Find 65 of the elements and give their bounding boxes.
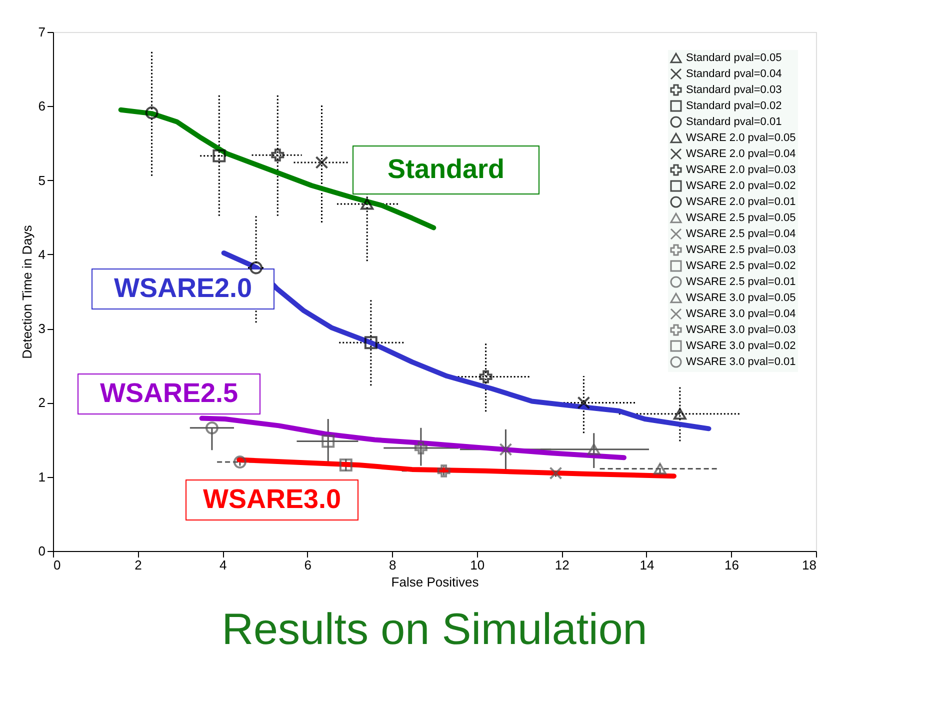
- y-tick-label: 7: [38, 24, 46, 40]
- point: [479, 370, 492, 384]
- legend-label: WSARE 2.0 pval=0.02: [686, 180, 796, 192]
- point: [233, 456, 246, 468]
- y-tick-label: 2: [38, 395, 46, 410]
- point: [271, 148, 284, 162]
- x-tick-label: 14: [640, 558, 654, 572]
- point: [250, 261, 263, 274]
- point: [145, 106, 158, 120]
- y-tick-label: 5: [38, 172, 46, 188]
- point: [549, 466, 562, 480]
- y-tick-label: 6: [38, 98, 46, 114]
- legend-label: WSARE 2.5 pval=0.02: [686, 260, 796, 272]
- x-tick-label: 2: [134, 558, 142, 572]
- legend-label: Standard pval=0.03: [686, 84, 782, 96]
- legend-label: WSARE 2.0 pval=0.03: [686, 164, 796, 176]
- legend-label: Standard pval=0.04: [686, 68, 782, 80]
- legend-label: Standard pval=0.01: [686, 116, 782, 128]
- y-tick-label: 4: [38, 246, 46, 262]
- x-tick-label: 8: [388, 558, 396, 572]
- legend-label: WSARE 3.0 pval=0.04: [686, 308, 796, 320]
- y-tick-label: 0: [38, 544, 46, 558]
- legend-label: WSARE 2.0 pval=0.01: [686, 196, 796, 208]
- x-tick-label: 4: [219, 558, 227, 572]
- legend-label: WSARE 2.0 pval=0.05: [686, 132, 796, 144]
- series-label: WSARE2.0: [114, 273, 252, 303]
- x-tick-label: 18: [802, 558, 816, 572]
- point: [587, 444, 600, 456]
- x-axis-title: False Positives: [391, 574, 480, 590]
- text: Results on Simulation: [222, 605, 648, 654]
- x-tick-label: 10: [470, 558, 485, 572]
- legend-label: WSARE 3.0 pval=0.01: [686, 356, 796, 368]
- point: [437, 464, 450, 478]
- point: [360, 198, 374, 210]
- legend-label: WSARE 3.0 pval=0.03: [686, 324, 796, 336]
- legend-label: WSARE 2.5 pval=0.05: [686, 212, 796, 224]
- legend-label: WSARE 2.5 pval=0.01: [686, 276, 796, 288]
- legend-label: Standard pval=0.02: [686, 100, 782, 112]
- legend-label: WSARE 3.0 pval=0.05: [686, 292, 796, 304]
- legend-label: WSARE 3.0 pval=0.02: [686, 340, 796, 352]
- legend-label: WSARE 2.5 pval=0.04: [686, 228, 796, 240]
- series-label: WSARE3.0: [202, 484, 342, 514]
- legend-label: WSARE 2.0 pval=0.04: [686, 148, 796, 160]
- point: [212, 149, 226, 162]
- point: [577, 396, 590, 410]
- point: [499, 442, 512, 456]
- point: [322, 434, 335, 448]
- series-label: Standard: [387, 154, 505, 184]
- point: [315, 156, 328, 169]
- point: [673, 408, 686, 420]
- x-tick-label: 0: [54, 558, 61, 572]
- point: [205, 421, 218, 434]
- y-tick-label: 3: [38, 321, 46, 336]
- point: [414, 441, 428, 454]
- legend-label: Standard pval=0.05: [686, 52, 782, 64]
- x-tick-label: 12: [554, 558, 570, 572]
- x-tick-label: 6: [304, 558, 312, 572]
- point: [654, 462, 666, 474]
- point: [364, 336, 378, 350]
- series-label: WSARE2.5: [100, 378, 238, 408]
- y-tick-label: 1: [38, 469, 46, 484]
- legend-label: WSARE 2.5 pval=0.03: [686, 244, 796, 256]
- x-tick-label: 16: [724, 558, 739, 572]
- y-axis-title: Detection Time in Days: [19, 224, 34, 359]
- point: [339, 458, 352, 472]
